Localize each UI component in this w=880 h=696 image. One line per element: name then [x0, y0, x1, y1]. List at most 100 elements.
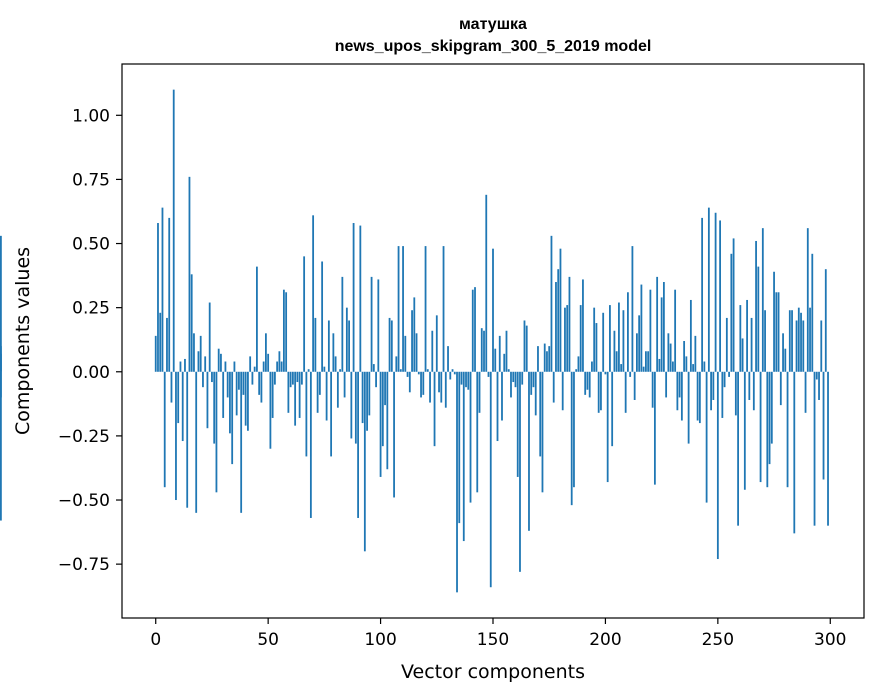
bar [343, 371, 346, 398]
bar [179, 361, 182, 372]
bar [303, 256, 306, 372]
bar [788, 310, 791, 372]
y-tick-label: −0.25 [58, 427, 110, 447]
bar [422, 371, 425, 395]
bar [492, 248, 494, 372]
bar [424, 246, 427, 372]
bar [397, 246, 400, 372]
bar [309, 371, 312, 518]
bar [591, 361, 593, 372]
bar [498, 335, 501, 372]
bar [773, 271, 775, 372]
bar [806, 228, 809, 372]
bar [366, 371, 368, 431]
bar [537, 346, 539, 372]
bar [186, 371, 189, 508]
bar [633, 371, 636, 400]
bar [471, 289, 474, 372]
bar [175, 371, 177, 501]
bar [233, 361, 236, 372]
bar [710, 371, 712, 411]
bar [811, 253, 814, 372]
bar [0, 371, 2, 521]
bar [460, 371, 463, 385]
bar [764, 310, 766, 372]
bar [298, 371, 301, 418]
bar [539, 371, 542, 457]
bar [827, 371, 829, 526]
bar [800, 312, 802, 372]
bar [354, 371, 357, 444]
bar [404, 335, 407, 372]
bar [669, 343, 672, 372]
bar [777, 292, 780, 372]
bar [413, 297, 416, 372]
y-tick-label: 0.75 [72, 170, 110, 190]
bar [238, 371, 240, 390]
bar [431, 330, 434, 372]
bar [734, 371, 737, 416]
bar [687, 371, 690, 444]
bar [406, 371, 409, 377]
bar [341, 276, 344, 372]
bar [305, 371, 308, 457]
x-tick-label: 150 [477, 630, 509, 650]
bar [752, 371, 755, 411]
bar [415, 333, 418, 372]
bar [555, 282, 557, 372]
bar [377, 279, 380, 372]
bar [705, 371, 708, 503]
y-tick-label: 0.50 [72, 235, 110, 255]
bar [399, 369, 402, 372]
y-axis-label: Components values [12, 247, 34, 435]
bar [154, 335, 157, 372]
bar [822, 371, 825, 480]
bar [357, 371, 359, 518]
bar [716, 371, 719, 560]
bar [478, 371, 481, 413]
bar [802, 320, 805, 372]
bar [750, 317, 753, 372]
x-axis-ticks: 0 50 100 150 200 250 300 [150, 618, 846, 650]
bar [737, 371, 739, 526]
bar [321, 261, 324, 372]
bar [274, 371, 276, 385]
bar [525, 325, 528, 372]
bar [636, 333, 638, 372]
bar [280, 361, 283, 372]
x-axis-label: Vector components [401, 661, 585, 683]
bar [307, 369, 310, 372]
bar [640, 284, 643, 372]
bar [334, 356, 337, 372]
bar [166, 317, 168, 372]
bar [604, 371, 607, 375]
bar [815, 371, 818, 380]
bar [692, 364, 695, 372]
bar [541, 371, 544, 493]
bar [546, 351, 548, 372]
bar [678, 371, 681, 398]
bar [746, 299, 748, 372]
bar [523, 320, 526, 372]
bar [651, 371, 654, 408]
bar [622, 310, 625, 372]
bar [530, 371, 533, 395]
bar [584, 371, 587, 395]
bar [451, 369, 454, 372]
bar [372, 364, 375, 372]
bar [723, 371, 726, 388]
bar [528, 371, 530, 531]
bar [629, 371, 632, 377]
bar [204, 356, 207, 372]
bar [199, 335, 202, 372]
bar [157, 223, 159, 372]
bar [168, 217, 171, 372]
bar [770, 371, 773, 444]
bar [265, 333, 267, 372]
bar [172, 89, 175, 372]
bar [564, 307, 566, 372]
bar [577, 356, 580, 372]
bar [262, 361, 265, 372]
bar [211, 371, 213, 383]
